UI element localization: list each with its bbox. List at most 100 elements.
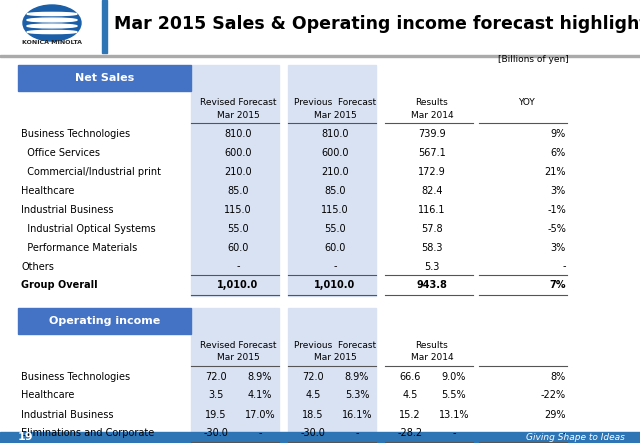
Text: 8%: 8%: [551, 372, 566, 381]
Text: Healthcare: Healthcare: [21, 186, 74, 195]
Text: 1,010.0: 1,010.0: [218, 280, 259, 291]
Text: 810.0: 810.0: [224, 128, 252, 139]
Text: 3%: 3%: [551, 242, 566, 253]
Text: 55.0: 55.0: [324, 224, 346, 233]
Text: Results: Results: [415, 97, 449, 106]
Text: 9%: 9%: [551, 128, 566, 139]
Text: 8.9%: 8.9%: [248, 372, 272, 381]
Text: 7%: 7%: [550, 280, 566, 291]
Bar: [0, 432, 640, 443]
Text: 810.0: 810.0: [321, 128, 349, 139]
Text: 5.5%: 5.5%: [442, 390, 467, 400]
Bar: [191, 65, 279, 296]
Text: -: -: [563, 428, 566, 439]
Bar: [18, 308, 191, 334]
Text: 3.5: 3.5: [208, 390, 224, 400]
Text: Results: Results: [415, 341, 449, 350]
Text: Healthcare: Healthcare: [21, 390, 74, 400]
Text: 15.2: 15.2: [399, 409, 421, 420]
Text: 172.9: 172.9: [418, 167, 446, 176]
Text: 116.1: 116.1: [419, 205, 445, 214]
Text: 21%: 21%: [545, 167, 566, 176]
Text: 82.4: 82.4: [421, 186, 443, 195]
Text: -1%: -1%: [547, 205, 566, 214]
Text: -30.0: -30.0: [204, 428, 228, 439]
Text: 5.3%: 5.3%: [345, 390, 369, 400]
Text: -: -: [452, 428, 456, 439]
Text: Operating income: Operating income: [49, 316, 160, 326]
Text: Commercial/Industrial print: Commercial/Industrial print: [21, 167, 161, 176]
Text: 19.5: 19.5: [205, 409, 227, 420]
Text: -22%: -22%: [541, 390, 566, 400]
Text: 58.3: 58.3: [421, 242, 443, 253]
Ellipse shape: [27, 31, 77, 34]
Text: 55.0: 55.0: [227, 224, 249, 233]
Text: 210.0: 210.0: [224, 167, 252, 176]
Text: Business Technologies: Business Technologies: [21, 372, 130, 381]
Text: Mar 2015 Sales & Operating income forecast highlight- segment: Mar 2015 Sales & Operating income foreca…: [114, 15, 640, 33]
Text: 16.1%: 16.1%: [342, 409, 372, 420]
Text: Mar 2014: Mar 2014: [411, 354, 453, 362]
Bar: [191, 308, 279, 443]
Text: 739.9: 739.9: [418, 128, 446, 139]
Text: 60.0: 60.0: [227, 242, 249, 253]
Text: Net Sales: Net Sales: [75, 73, 134, 83]
Text: 567.1: 567.1: [418, 148, 446, 158]
Text: 72.0: 72.0: [302, 372, 324, 381]
Text: 13.1%: 13.1%: [439, 409, 469, 420]
Text: -: -: [563, 261, 566, 272]
Text: 60.0: 60.0: [324, 242, 346, 253]
Text: 4.5: 4.5: [305, 390, 321, 400]
Text: Office Services: Office Services: [21, 148, 100, 158]
Text: -30.0: -30.0: [301, 428, 325, 439]
Text: Industrial Business: Industrial Business: [21, 409, 113, 420]
Text: 17.0%: 17.0%: [244, 409, 275, 420]
Text: 6%: 6%: [551, 148, 566, 158]
Bar: [288, 65, 376, 296]
Text: 8.9%: 8.9%: [345, 372, 369, 381]
Text: 72.0: 72.0: [205, 372, 227, 381]
Text: -5%: -5%: [547, 224, 566, 233]
Text: 600.0: 600.0: [321, 148, 349, 158]
Text: 18.5: 18.5: [302, 409, 324, 420]
Text: KONICA MINOLTA: KONICA MINOLTA: [22, 40, 82, 45]
Text: Group Overall: Group Overall: [21, 280, 98, 291]
Text: -: -: [355, 428, 359, 439]
Text: Giving Shape to Ideas: Giving Shape to Ideas: [526, 433, 625, 442]
Text: Revised Forecast: Revised Forecast: [200, 341, 276, 350]
Text: Previous  Forecast: Previous Forecast: [294, 97, 376, 106]
Text: Mar 2015: Mar 2015: [314, 110, 356, 120]
Text: 57.8: 57.8: [421, 224, 443, 233]
Text: 85.0: 85.0: [324, 186, 346, 195]
Ellipse shape: [27, 12, 77, 16]
Text: Business Technologies: Business Technologies: [21, 128, 130, 139]
Text: 600.0: 600.0: [224, 148, 252, 158]
Text: Mar 2015: Mar 2015: [216, 110, 259, 120]
Text: Mar 2015: Mar 2015: [314, 354, 356, 362]
Text: Previous  Forecast: Previous Forecast: [294, 341, 376, 350]
Bar: [102, 0, 107, 53]
Text: 66.6: 66.6: [399, 372, 420, 381]
Text: -: -: [333, 261, 337, 272]
Text: Revised Forecast: Revised Forecast: [200, 97, 276, 106]
Text: 29%: 29%: [545, 409, 566, 420]
Text: 943.8: 943.8: [417, 280, 447, 291]
Bar: [0, 55, 640, 57]
Ellipse shape: [27, 18, 77, 22]
Text: -: -: [259, 428, 262, 439]
Bar: [18, 65, 191, 91]
Text: 4.5: 4.5: [403, 390, 418, 400]
Bar: [288, 308, 376, 443]
Text: -: -: [236, 261, 240, 272]
Text: 85.0: 85.0: [227, 186, 249, 195]
Text: YOY: YOY: [518, 97, 534, 106]
Text: 1,010.0: 1,010.0: [314, 280, 356, 291]
Text: 115.0: 115.0: [224, 205, 252, 214]
Text: Others: Others: [21, 261, 54, 272]
Text: Mar 2015: Mar 2015: [216, 354, 259, 362]
Text: 19: 19: [18, 432, 34, 443]
Ellipse shape: [27, 24, 77, 28]
Text: Performance Materials: Performance Materials: [21, 242, 137, 253]
Text: Industrial Optical Systems: Industrial Optical Systems: [21, 224, 156, 233]
Text: 210.0: 210.0: [321, 167, 349, 176]
